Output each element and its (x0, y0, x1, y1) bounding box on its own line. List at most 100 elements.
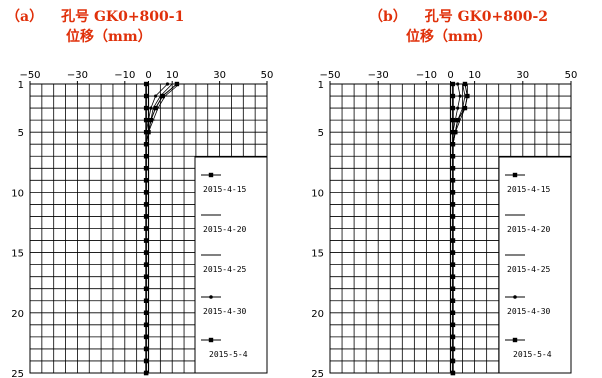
y-tick-label: 25 (311, 369, 324, 378)
data-point (450, 370, 456, 376)
y-tick-label: 15 (311, 249, 324, 260)
data-point (143, 322, 149, 328)
legend-label: 2015-5-4 (209, 350, 248, 359)
data-point (143, 250, 149, 255)
data-point (456, 82, 460, 86)
data-point (174, 81, 180, 87)
x-tick-label: 50 (565, 70, 578, 81)
y-tick-label: 1 (18, 80, 24, 91)
data-point (450, 190, 456, 195)
legend-label: 2015-4-15 (203, 185, 247, 194)
data-point (450, 286, 456, 291)
chart-panel-a: （a） 孔号 GK0+800-1位移（mm）−50 −30 −10 0 10 30 50151… (6, 9, 273, 378)
data-point (450, 93, 456, 99)
y-tick-label: 5 (318, 128, 324, 139)
data-point (143, 93, 149, 99)
data-point (143, 166, 149, 171)
chart-title-prefix: （a） (6, 9, 43, 25)
legend-label: 2015-4-15 (507, 185, 551, 194)
chart-title-main: 孔号 GK0+800-1 (61, 9, 184, 25)
legend-label: 2015-4-20 (203, 225, 247, 234)
x-tick-label: −10 (114, 70, 135, 81)
chart-title-main: 孔号 GK0+800-2 (425, 9, 548, 25)
data-point (143, 105, 149, 111)
legend-marker (513, 295, 517, 299)
data-point (160, 93, 165, 99)
data-point (143, 154, 149, 159)
x-tick-label: −50 (319, 70, 340, 81)
y-tick-label: 5 (18, 128, 24, 139)
legend-marker (512, 172, 518, 178)
data-point (165, 82, 170, 86)
x-tick-label: 10 (468, 70, 481, 81)
legend-label: 2015-4-20 (507, 225, 551, 234)
x-tick-label: 50 (261, 70, 274, 81)
data-point (456, 106, 460, 110)
data-point (450, 346, 456, 352)
legend-label: 2015-5-4 (513, 350, 552, 359)
data-point (143, 358, 149, 364)
chart-title: （a） 孔号 GK0+800-1 (6, 9, 184, 25)
y-tick-label: 10 (311, 188, 324, 199)
data-point (148, 117, 154, 123)
data-point (453, 129, 458, 135)
y-tick-label: 15 (11, 249, 24, 260)
data-point (153, 105, 158, 111)
data-point (450, 310, 456, 315)
data-point (143, 190, 149, 195)
x-tick-label: −30 (67, 70, 88, 81)
legend-marker (512, 337, 518, 343)
data-point (143, 310, 149, 315)
x-tick-label: −10 (416, 70, 437, 81)
legend-box (194, 156, 268, 374)
data-point (143, 238, 149, 243)
data-point (450, 238, 456, 243)
data-point (450, 214, 456, 219)
data-point (450, 154, 456, 159)
legend-marker (208, 337, 214, 343)
data-point (143, 178, 149, 183)
data-point (455, 117, 460, 123)
legend-box (498, 156, 572, 374)
legend-label: 2015-4-30 (507, 307, 551, 316)
data-point (458, 94, 462, 98)
x-tick-label: −30 (368, 70, 389, 81)
data-point (143, 142, 149, 147)
data-point (450, 105, 456, 111)
data-point (450, 334, 456, 340)
legend-label: 2015-4-25 (507, 265, 551, 274)
data-point (450, 202, 456, 207)
x-tick-label: −50 (19, 70, 40, 81)
data-point (143, 81, 149, 87)
x-tick-label: 30 (213, 70, 226, 81)
y-tick-label: 20 (11, 309, 24, 320)
y-tick-label: 25 (11, 369, 24, 378)
x-tick-label: 0 (447, 70, 453, 81)
data-point (450, 274, 456, 279)
data-point (143, 117, 149, 123)
data-point (450, 166, 456, 171)
data-point (143, 274, 149, 279)
data-point (149, 106, 153, 110)
data-point (462, 105, 468, 111)
data-point (143, 298, 149, 303)
chart-subtitle: 位移（mm） (66, 28, 152, 45)
chart-subtitle: 位移（mm） (406, 28, 492, 45)
data-point (465, 93, 470, 99)
data-point (143, 262, 149, 267)
data-point (154, 94, 158, 98)
data-point (143, 214, 149, 219)
data-point (143, 202, 149, 207)
data-point (450, 117, 456, 123)
data-point (143, 286, 149, 291)
data-point (143, 334, 149, 340)
legend-marker (209, 295, 213, 299)
data-point (450, 322, 456, 328)
chart-panel-b: （b） 孔号 GK0+800-2位移（mm）−50 −30 −10 0 10 30 50151… (311, 9, 577, 378)
legend-label: 2015-4-30 (203, 307, 247, 316)
data-point (143, 346, 149, 352)
data-point (462, 81, 468, 87)
data-point (450, 298, 456, 303)
legend-marker (208, 172, 214, 178)
